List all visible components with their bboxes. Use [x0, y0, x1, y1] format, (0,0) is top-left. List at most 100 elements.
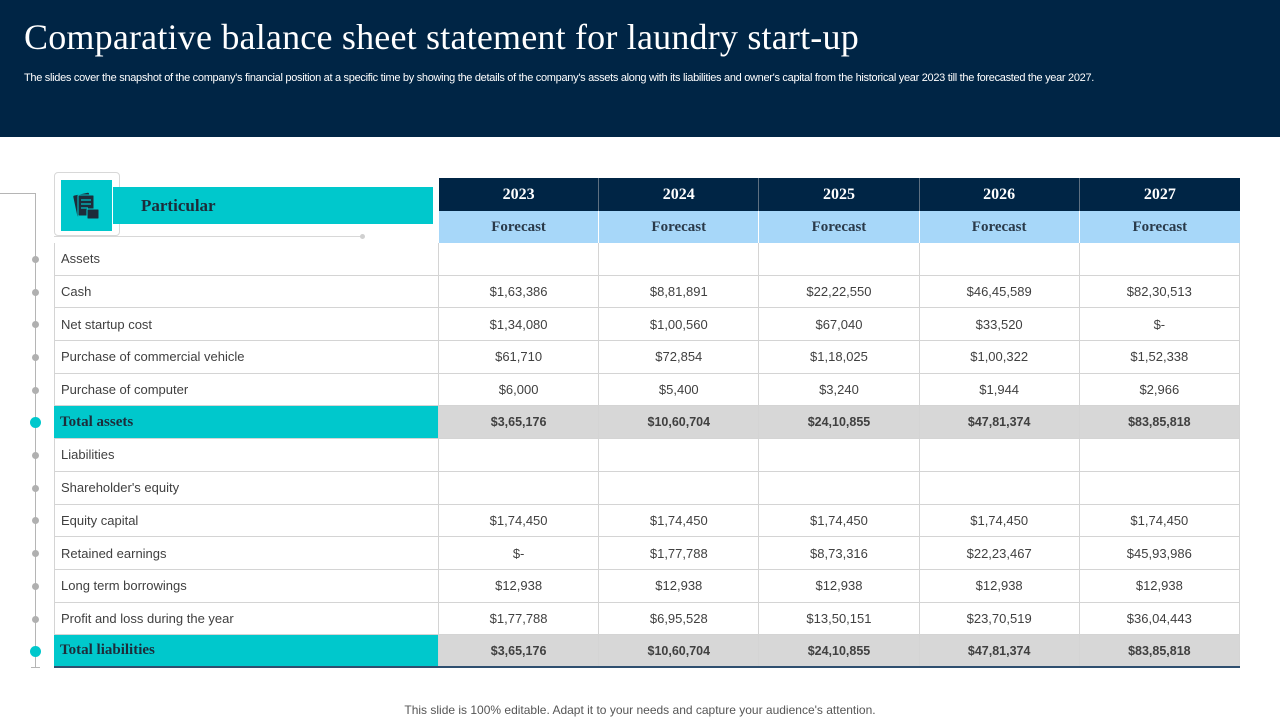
- value-cell: $33,520: [920, 308, 1080, 341]
- value-cell: $22,23,467: [920, 537, 1080, 569]
- value-cell: $8,81,891: [599, 275, 760, 308]
- timeline-dot: [32, 484, 39, 492]
- value-cell: $12,938: [759, 569, 920, 602]
- value-cell: [759, 243, 920, 275]
- year-header-cell: 2025: [759, 178, 920, 211]
- value-cell: $61,710: [439, 341, 600, 373]
- document-stack-icon: [73, 192, 100, 220]
- particular-label: Particular: [141, 196, 216, 215]
- value-cell: $-: [439, 537, 600, 569]
- timeline-dot: [32, 288, 39, 296]
- row-label: Long term borrowings: [54, 569, 439, 602]
- timeline-dot: [32, 353, 39, 361]
- footer-note: This slide is 100% editable. Adapt it to…: [404, 703, 876, 717]
- value-cell: $8,73,316: [759, 537, 920, 569]
- value-cell: [439, 243, 600, 275]
- year-header-row: 2023 2024 2025 2026 2027: [439, 178, 1240, 211]
- table-row: Purchase of computer $6,000 $5,400 $3,240 $1…: [54, 373, 1240, 407]
- value-cell: $1,944: [920, 373, 1080, 406]
- row-label: Assets: [54, 243, 439, 275]
- table-row: Retained earnings $- $1,77,788 $8,73,316 $22…: [54, 537, 1240, 570]
- timeline-dot: [32, 321, 39, 329]
- row-label: Liabilities: [54, 439, 439, 471]
- total-row: Total assets $3,65,176 $10,60,704 $24,10,85…: [54, 406, 1240, 440]
- timeline-dot: [32, 452, 39, 460]
- value-cell: $67,040: [759, 308, 920, 341]
- value-cell: [599, 243, 760, 275]
- forecast-header-cell: Forecast: [759, 211, 920, 243]
- timeline-dot-highlight: [30, 417, 41, 429]
- timeline-dot-highlight: [30, 646, 41, 658]
- year-header-cell: 2024: [599, 178, 760, 211]
- table-row: Shareholder's equity: [54, 471, 1240, 505]
- table-row: Long term borrowings $12,938 $12,938 $12,93…: [54, 569, 1240, 603]
- value-cell: [759, 471, 920, 504]
- value-cell: $1,74,450: [920, 504, 1080, 537]
- value-cell: $83,85,818: [1079, 635, 1240, 666]
- row-label: Total assets: [54, 406, 439, 439]
- value-cell: $46,45,589: [920, 275, 1080, 308]
- table-row: Equity capital $1,74,450 $1,74,450 $1,74,45…: [54, 504, 1240, 538]
- value-cell: $1,34,080: [439, 308, 600, 341]
- value-cell: [920, 471, 1080, 504]
- value-cell: $3,240: [759, 373, 920, 406]
- forecast-header-cell: Forecast: [1079, 211, 1240, 243]
- table-row: Net startup cost $1,34,080 $1,00,560 $67,04…: [54, 308, 1240, 342]
- value-cell: [1080, 243, 1240, 275]
- value-cell: $36,04,443: [1080, 602, 1240, 635]
- value-cell: $13,50,151: [759, 602, 920, 635]
- value-cell: $45,93,986: [1080, 537, 1240, 569]
- timeline-dot: [32, 255, 39, 263]
- timeline-dot: [32, 615, 39, 623]
- value-cell: $1,77,788: [439, 602, 600, 635]
- value-cell: $1,74,450: [1080, 504, 1240, 537]
- timeline-dot: [32, 386, 39, 394]
- value-cell: $3,65,176: [439, 406, 600, 439]
- timeline-dot: [32, 517, 39, 525]
- year-header-cell: 2026: [919, 178, 1080, 211]
- forecast-header-cell: Forecast: [439, 211, 600, 243]
- value-cell: $10,60,704: [599, 635, 760, 666]
- forecast-header-row: Forecast Forecast Forecast Forecast Forecast: [439, 211, 1240, 243]
- timeline-dot: [32, 550, 39, 558]
- value-cell: $10,60,704: [599, 406, 760, 439]
- row-label: Retained earnings: [54, 537, 439, 569]
- row-label: Purchase of computer: [54, 373, 439, 406]
- forecast-header-cell: Forecast: [919, 211, 1080, 243]
- value-cell: $1,74,450: [599, 504, 760, 537]
- value-cell: $23,70,519: [920, 602, 1080, 635]
- value-cell: $-: [1080, 308, 1240, 341]
- row-label: Total liabilities: [54, 635, 439, 666]
- value-cell: $47,81,374: [919, 635, 1080, 666]
- year-header-cell: 2023: [439, 178, 600, 211]
- value-cell: [439, 471, 600, 504]
- value-cell: $2,966: [1080, 373, 1240, 406]
- timeline-line: [35, 193, 36, 668]
- year-header-cell: 2027: [1079, 178, 1240, 211]
- forecast-header-cell: Forecast: [599, 211, 760, 243]
- row-label: Net startup cost: [54, 308, 439, 341]
- value-cell: $6,000: [439, 373, 600, 406]
- row-label: Shareholder's equity: [54, 471, 439, 504]
- value-cell: $1,77,788: [599, 537, 760, 569]
- value-cell: $1,52,338: [1080, 341, 1240, 373]
- row-label: Purchase of commercial vehicle: [54, 341, 439, 373]
- row-label: Profit and loss during the year: [54, 602, 439, 635]
- value-cell: $3,65,176: [439, 635, 600, 666]
- header-banner: Comparative balance sheet statement for …: [0, 0, 1280, 137]
- value-cell: $83,85,818: [1079, 406, 1240, 439]
- particular-underline: [54, 236, 362, 237]
- particular-header-bar: Particular: [113, 187, 433, 224]
- balance-sheet-table: Assets Cash $1,63,386 $8,81,891 $22,22,550 $4…: [54, 243, 1240, 668]
- table-row: Liabilities: [54, 439, 1240, 472]
- value-cell: $1,74,450: [439, 504, 600, 537]
- total-row: Total liabilities $3,65,176 $10,60,704 $24,…: [54, 635, 1240, 668]
- table-row: Profit and loss during the year $1,77,788…: [54, 602, 1240, 636]
- row-label: Cash: [54, 275, 439, 308]
- value-cell: $12,938: [1080, 569, 1240, 602]
- timeline-dot: [32, 582, 39, 590]
- value-cell: $24,10,855: [759, 406, 920, 439]
- table-row: Purchase of commercial vehicle $61,710 $72…: [54, 341, 1240, 374]
- value-cell: $12,938: [439, 569, 600, 602]
- value-cell: $5,400: [599, 373, 760, 406]
